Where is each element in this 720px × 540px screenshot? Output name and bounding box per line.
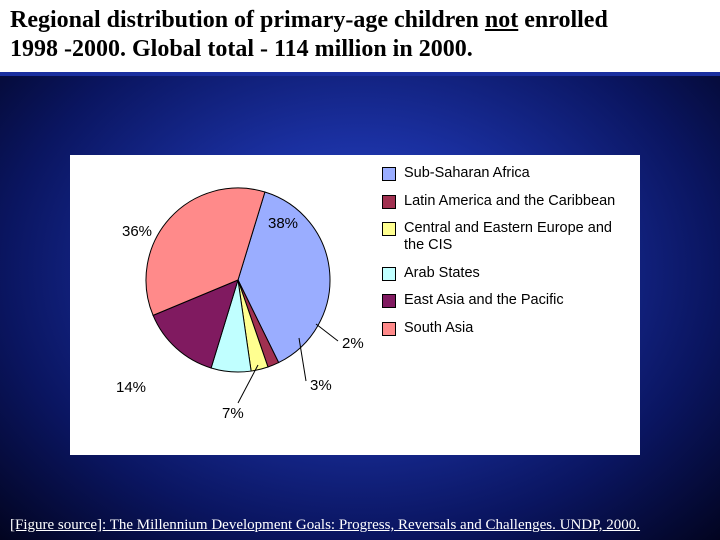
legend-row: Latin America and the Caribbean <box>382 193 634 210</box>
legend-label: Central and Eastern Europe and the CIS <box>404 220 634 253</box>
legend-swatch <box>382 267 396 281</box>
legend-row: East Asia and the Pacific <box>382 292 634 309</box>
title-line2: 1998 -2000. Global total - 114 million i… <box>10 36 473 62</box>
legend-label: Sub-Saharan Africa <box>404 165 530 182</box>
legend-row: Central and Eastern Europe and the CIS <box>382 220 634 253</box>
legend: Sub-Saharan Africa Latin America and the … <box>382 165 634 348</box>
pie-pct-label: 3% <box>310 377 332 394</box>
slide: Regional distribution of primary-age chi… <box>0 0 720 540</box>
legend-swatch <box>382 322 396 336</box>
pie-pct-label: 36% <box>122 223 152 240</box>
legend-swatch <box>382 294 396 308</box>
slide-title: Regional distribution of primary-age chi… <box>0 0 720 76</box>
chart-panel: Sub-Saharan Africa Latin America and the … <box>70 155 640 455</box>
legend-row: Sub-Saharan Africa <box>382 165 634 182</box>
pie-pct-label: 14% <box>116 379 146 396</box>
legend-label: East Asia and the Pacific <box>404 292 564 309</box>
legend-label: South Asia <box>404 320 473 337</box>
title-line1-post: enrolled <box>518 7 608 33</box>
legend-swatch <box>382 222 396 236</box>
legend-row: Arab States <box>382 265 634 282</box>
pie-pct-label: 38% <box>268 215 298 232</box>
legend-label: Arab States <box>404 265 480 282</box>
legend-swatch <box>382 195 396 209</box>
title-line1-pre: Regional distribution of primary-age chi… <box>10 7 485 33</box>
leader-line <box>316 324 338 341</box>
pie-pct-label: 7% <box>222 405 244 422</box>
title-line1-underlined: not <box>485 7 518 33</box>
legend-swatch <box>382 167 396 181</box>
figure-source: [Figure source]: The Millennium Developm… <box>10 517 640 534</box>
legend-row: South Asia <box>382 320 634 337</box>
legend-label: Latin America and the Caribbean <box>404 193 615 210</box>
pie-pct-label: 2% <box>342 335 364 352</box>
